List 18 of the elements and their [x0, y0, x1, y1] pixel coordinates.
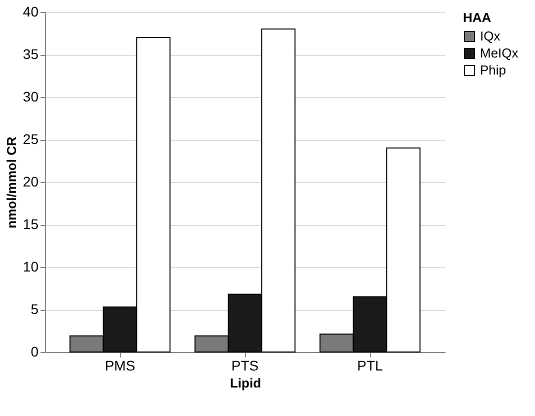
legend-label: Phip — [480, 62, 506, 78]
y-tick-label: 20 — [22, 174, 39, 190]
y-tick-label: 0 — [30, 344, 39, 360]
x-axis-title: Lipid — [230, 376, 262, 390]
y-tick-label: 5 — [30, 301, 39, 317]
y-axis-title: nmol/mmol CR — [4, 136, 19, 228]
x-tick-label: PTS — [231, 358, 259, 374]
y-tick-label: 10 — [22, 258, 39, 274]
y-tick-label: 35 — [22, 46, 39, 62]
y-tick-label: 15 — [22, 216, 39, 232]
y-tick-label: 40 — [22, 4, 39, 20]
y-tick-label: 30 — [22, 88, 39, 104]
legend-title: HAA — [463, 10, 492, 25]
y-tick-label: 25 — [22, 131, 39, 147]
x-tick-label: PMS — [104, 358, 136, 374]
legend-label: MeIQx — [480, 46, 519, 60]
x-tick-label: PTL — [357, 358, 384, 374]
legend-label: IQx — [480, 28, 501, 44]
